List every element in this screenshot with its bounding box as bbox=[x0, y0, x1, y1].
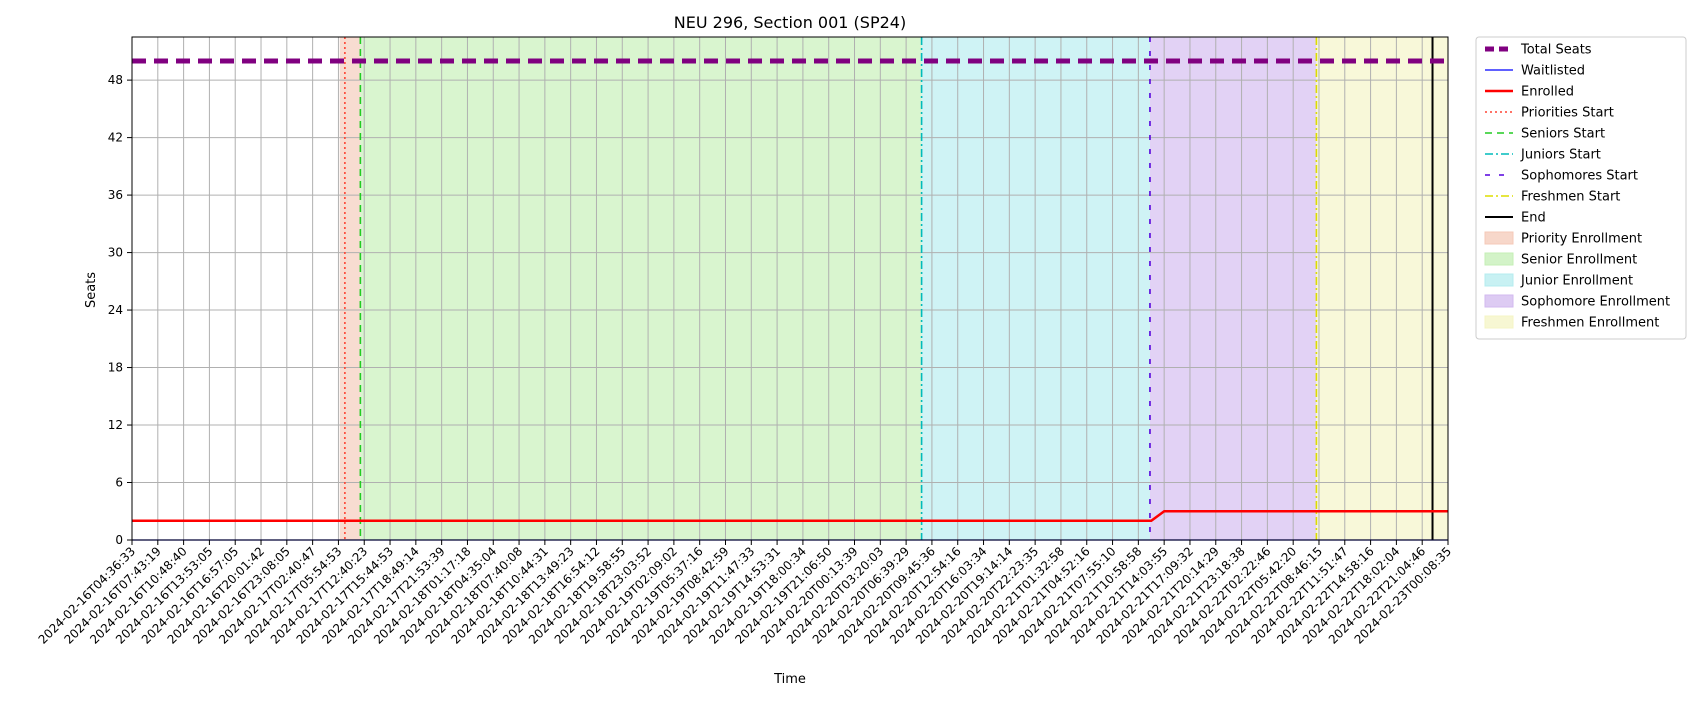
legend-swatch-senior-enrollment bbox=[1484, 252, 1514, 266]
legend-label-waitlisted: Waitlisted bbox=[1521, 64, 1585, 79]
region-freshmen-enrollment bbox=[1316, 37, 1448, 540]
y-tick-label: 36 bbox=[108, 188, 123, 202]
y-tick-label: 6 bbox=[115, 476, 123, 490]
y-tick-label: 48 bbox=[108, 73, 123, 87]
region-priority-enrollment bbox=[339, 37, 361, 540]
legend-label-sophomores-start: Sophomores Start bbox=[1521, 169, 1638, 184]
legend-label-freshmen-enrollment: Freshmen Enrollment bbox=[1521, 316, 1659, 331]
legend-swatch-junior-enrollment bbox=[1484, 273, 1514, 287]
y-tick-label: 18 bbox=[108, 361, 123, 375]
legend-label-freshmen-start: Freshmen Start bbox=[1521, 190, 1620, 205]
legend-box bbox=[1475, 36, 1687, 340]
plot-area-frame bbox=[131, 36, 1449, 541]
y-tick-label: 42 bbox=[108, 131, 123, 145]
legend-label-seniors-start: Seniors Start bbox=[1521, 127, 1605, 142]
chart-title: NEU 296, Section 001 (SP24) bbox=[674, 13, 906, 32]
region-junior-enrollment bbox=[921, 37, 1150, 540]
legend-label-junior-enrollment: Junior Enrollment bbox=[1520, 274, 1633, 289]
legend-label-end: End bbox=[1521, 211, 1546, 226]
x-axis-label: Time bbox=[773, 672, 806, 687]
legend-swatch-sophomore-enrollment bbox=[1484, 294, 1514, 308]
region-sophomore-enrollment bbox=[1149, 37, 1317, 540]
y-tick-label: 30 bbox=[108, 246, 123, 260]
grid-lines bbox=[131, 37, 1449, 541]
legend-label-senior-enrollment: Senior Enrollment bbox=[1521, 253, 1637, 268]
y-tick-label: 12 bbox=[108, 418, 123, 432]
legend-swatch-priority-enrollment bbox=[1484, 231, 1514, 245]
region-senior-enrollment bbox=[360, 37, 922, 540]
legend-label-priority-enrollment: Priority Enrollment bbox=[1521, 232, 1642, 247]
enrollment-regions bbox=[339, 37, 1448, 540]
axis-ticks: 06121824303642482024-02-16T04:36:332024-… bbox=[36, 73, 1455, 647]
legend-label-enrolled: Enrolled bbox=[1521, 85, 1574, 100]
legend-label-sophomore-enrollment: Sophomore Enrollment bbox=[1521, 295, 1670, 310]
series-enrolled bbox=[132, 510, 1448, 523]
legend: Total Seats Waitlisted Enrolled Priorities … bbox=[1475, 36, 1687, 340]
legend-label-priorities-start: Priorities Start bbox=[1521, 106, 1614, 121]
y-tick-label: 24 bbox=[108, 303, 123, 317]
legend-label-total-seats: Total Seats bbox=[1520, 43, 1592, 58]
legend-swatch-freshmen-enrollment bbox=[1484, 315, 1514, 329]
phase-markers bbox=[344, 37, 1434, 540]
y-axis-label: Seats bbox=[84, 272, 99, 308]
legend-label-juniors-start: Juniors Start bbox=[1520, 148, 1601, 163]
y-tick-label: 0 bbox=[115, 533, 123, 547]
